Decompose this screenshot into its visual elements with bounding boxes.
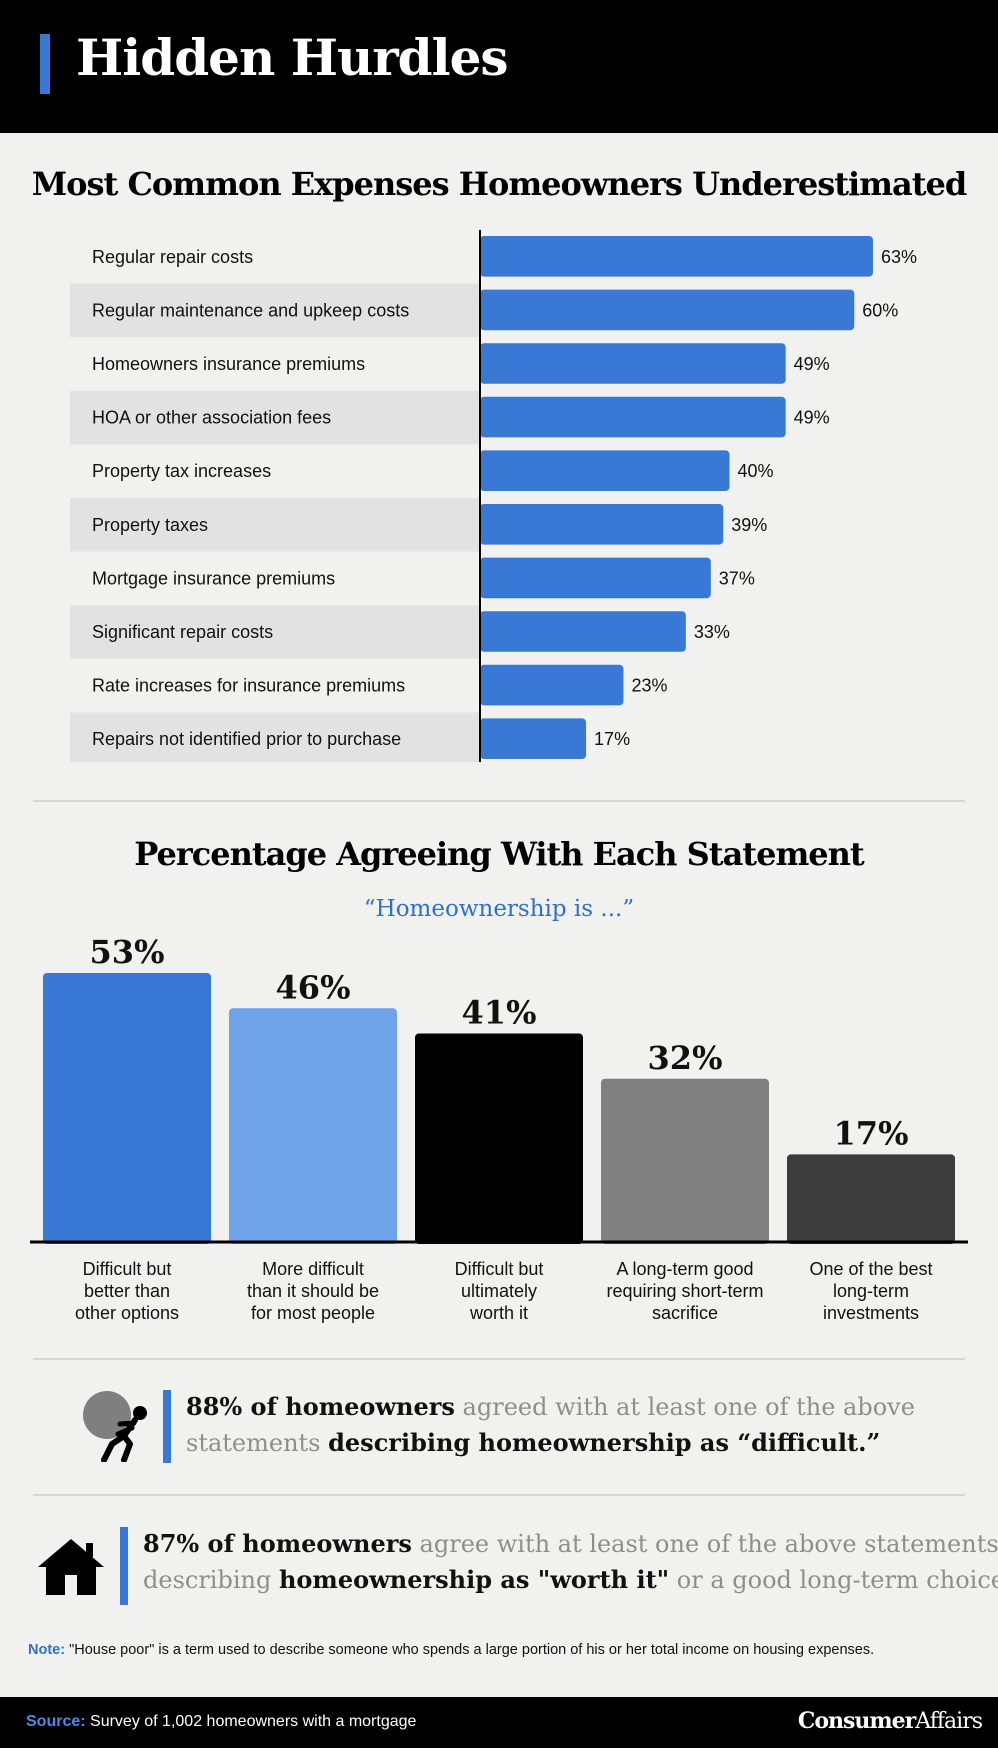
category-label: long-term: [833, 1281, 909, 1301]
data-label: 17%: [594, 729, 630, 749]
data-label: 37%: [719, 568, 755, 588]
category-label: sacrifice: [652, 1303, 718, 1323]
callout-text: 87% of homeowners agree with at least on…: [143, 1526, 998, 1598]
category-label: than it should be: [247, 1281, 379, 1301]
data-label: 46%: [276, 968, 351, 1006]
logo-part: Affairs: [915, 1709, 983, 1734]
bar: [480, 664, 624, 706]
bar: [480, 611, 686, 652]
category-label: Mortgage insurance premiums: [92, 568, 335, 588]
note-label: Note:: [28, 1642, 66, 1658]
bar: [601, 1078, 769, 1244]
data-label: 63%: [881, 247, 917, 267]
category-label: Property tax increases: [92, 461, 271, 481]
category-label: One of the best: [809, 1259, 932, 1279]
source-line: Source: Survey of 1,002 homeowners with …: [26, 1713, 416, 1731]
bar: [480, 450, 730, 491]
data-label: 60%: [862, 300, 898, 320]
category-label: for most people: [251, 1303, 375, 1323]
note-text: "House poor" is a term used to describe …: [65, 1642, 875, 1658]
category-label: ultimately: [461, 1281, 537, 1301]
data-label: 53%: [90, 935, 165, 971]
row-stripe: [70, 712, 480, 762]
source-text: Survey of 1,002 homeowners with a mortga…: [85, 1713, 417, 1730]
category-label: Regular maintenance and upkeep costs: [92, 300, 409, 320]
expenses-bar-chart: Regular repair costs 63% Regular maintenan…: [70, 230, 917, 762]
callout-text-part: agree with at least one of the above sta…: [411, 1530, 998, 1558]
divider-2: [33, 1358, 965, 1360]
data-label: 39%: [731, 515, 767, 535]
footer-banner: Source: Survey of 1,002 homeowners with …: [0, 1697, 998, 1748]
divider-3: [33, 1494, 965, 1496]
category-label: other options: [75, 1303, 179, 1323]
data-label: 33%: [694, 622, 730, 642]
bar: [480, 557, 711, 599]
chart2-title: Percentage Agreeing With Each Statement: [134, 835, 864, 873]
callout-text: 88% of homeowners agreed with at least o…: [186, 1389, 966, 1461]
bar: [480, 396, 786, 438]
category-label: investments: [823, 1303, 919, 1323]
category-label: Property taxes: [92, 515, 208, 535]
category-label: Homeowners insurance premiums: [92, 354, 365, 374]
bar: [415, 1033, 583, 1244]
data-label: 41%: [462, 993, 537, 1031]
callout-text-part: or a good long-term choice.: [669, 1566, 998, 1594]
logo-part: Consumer: [797, 1708, 916, 1734]
bar: [480, 289, 855, 331]
category-label: More difficult: [262, 1259, 364, 1279]
brand-logo: ConsumerAffairs: [797, 1708, 983, 1734]
header-accent-bar: [40, 34, 50, 94]
data-label: 17%: [834, 1114, 909, 1152]
row-stripe: [70, 283, 480, 338]
callout-accent-bar: [120, 1527, 128, 1605]
bar: [229, 1008, 397, 1244]
bar: [480, 343, 786, 384]
category-label: Rate increases for insurance premiums: [92, 676, 405, 696]
category-label: HOA or other association fees: [92, 408, 331, 428]
row-stripe: [70, 605, 480, 659]
category-label: worth it: [469, 1303, 528, 1323]
person-pushing-boulder-icon: [83, 1391, 147, 1462]
category-label: Repairs not identified prior to purchase: [92, 729, 401, 749]
data-label: 23%: [631, 676, 667, 696]
header-banner: Hidden Hurdles: [0, 0, 998, 133]
callout-accent-bar: [163, 1390, 171, 1463]
data-label: 32%: [648, 1039, 723, 1077]
divider-1: [33, 800, 965, 802]
category-label: better than: [84, 1281, 170, 1301]
data-label: 49%: [794, 408, 830, 428]
callout-stat: 87% of homeowners: [143, 1529, 412, 1558]
callout-stat: 88% of homeowners: [186, 1392, 455, 1421]
category-label: Difficult but: [83, 1259, 172, 1279]
note: Note: "House poor" is a term used to des…: [28, 1640, 968, 1660]
category-label: Regular repair costs: [92, 247, 253, 267]
chart1-title: Most Common Expenses Homeowners Underest…: [31, 165, 968, 203]
callout-emphasis: describing homeownership as “difficult.”: [328, 1428, 881, 1457]
data-label: 49%: [794, 354, 830, 374]
row-stripe: [70, 498, 480, 552]
bar: [480, 718, 587, 759]
source-label: Source:: [26, 1713, 86, 1730]
house-icon: [38, 1539, 104, 1595]
callout-text-part: statements: [186, 1429, 329, 1457]
callout-text-part: agreed with at least one of the above: [454, 1393, 915, 1421]
bar: [480, 504, 724, 545]
page-title: Hidden Hurdles: [76, 28, 509, 87]
row-stripe: [70, 390, 480, 445]
category-label: Significant repair costs: [92, 622, 273, 642]
category-label: A long-term good: [616, 1259, 753, 1279]
callout-worth-it: 87% of homeowners agree with at least on…: [0, 1515, 998, 1605]
callout-text-part: describing: [143, 1566, 279, 1594]
category-label: Difficult but: [455, 1259, 544, 1279]
callout-emphasis: homeownership as "worth it": [278, 1565, 670, 1594]
data-label: 40%: [738, 461, 774, 481]
bar: [787, 1154, 955, 1244]
callout-difficult: 88% of homeowners agreed with at least o…: [0, 1380, 998, 1470]
category-label: requiring short-term: [606, 1281, 763, 1301]
bar: [480, 236, 873, 277]
bar: [43, 973, 211, 1244]
chart2-subtitle: “Homeownership is ...”: [363, 896, 635, 922]
